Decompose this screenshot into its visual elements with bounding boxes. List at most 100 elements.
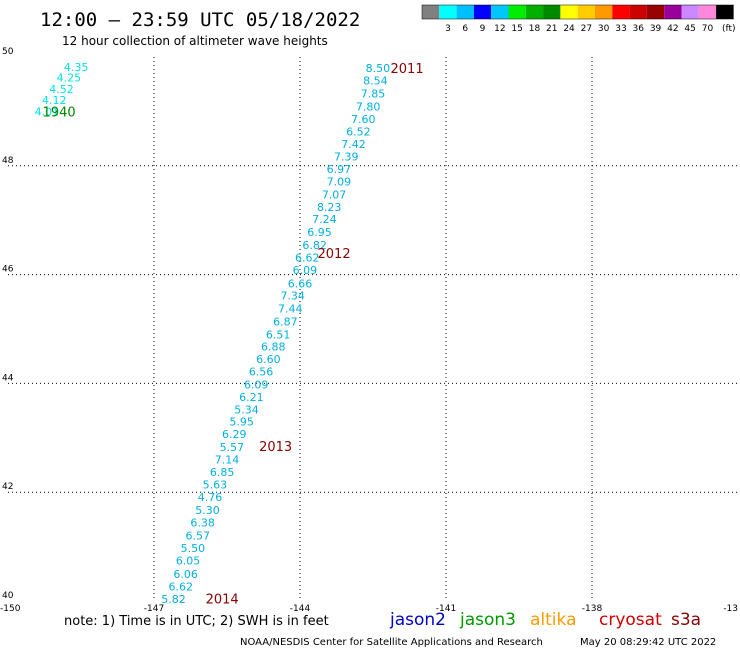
legend-label: 33 [615,24,626,34]
legend-swatch [681,5,699,19]
y-tick-label: 40 [2,591,14,601]
satellite-label-s3a: s3a [671,610,701,630]
data-point-label: 7.09 [327,176,352,189]
legend-swatch [560,5,578,19]
legend-unit: (ft) [722,24,736,34]
data-point-label: 6.56 [249,365,274,378]
data-point-label: 4.35 [64,61,89,74]
legend-label: 9 [480,24,486,34]
data-point-label: 6.21 [239,391,264,404]
data-point-label: 6.95 [307,226,332,239]
data-point-label: 8.23 [317,201,342,214]
satellite-label-jason2: jason2 [389,610,446,630]
y-tick-label: 50 [2,47,14,57]
data-point-label: 6.60 [256,353,281,366]
data-point-label: 7.60 [351,113,376,126]
legend-label: 45 [684,24,695,34]
y-tick-label: 48 [2,156,14,166]
legend-swatch [716,5,734,19]
satellite-label-altika: altika [530,610,577,630]
x-tick-label: -144 [290,604,311,614]
legend-swatch [543,5,561,19]
pass-label: 2011 [391,62,424,77]
chart-title: 12:00 – 23:59 UTC 05/18/2022 [40,9,360,31]
data-point-label: 6.82 [302,239,327,252]
satellite-label-cryosat: cryosat [599,610,662,630]
data-point-label: 6.66 [288,277,313,290]
data-point-label: 5.63 [203,479,228,492]
pass-label: 2013 [259,440,292,455]
legend-swatch [456,5,474,19]
legend-label: 21 [546,24,557,34]
legend-label: 12 [494,24,505,34]
data-point-label: 6.09 [293,264,318,277]
data-point-label: 7.34 [280,289,305,302]
data-point-label: 5.95 [229,415,254,428]
legend-label: 39 [650,24,662,34]
satellite-legend: jason2 jason3 altika cryosat s3a [389,610,701,630]
data-point-label: 6.38 [190,517,215,530]
pass-label: 2012 [318,247,351,262]
data-point-label: 7.24 [312,213,337,226]
legend-label: 36 [633,24,645,34]
data-point-label: 6.87 [273,315,298,328]
legend-swatch [629,5,647,19]
legend-label: 42 [667,24,678,34]
x-tick-label: -138 [582,604,603,614]
data-point-label: 6.62 [295,252,320,265]
satellite-label-jason3: jason3 [459,610,516,630]
data-point-label: 6.88 [261,340,286,353]
data-point-label: 5.50 [181,542,206,555]
legend-swatch [577,5,595,19]
data-point-label: 4.12 [42,94,67,107]
data-point-label: 5.57 [220,441,245,454]
footer-credit: NOAA/NESDIS Center for Satellite Applica… [240,637,543,648]
legend-swatch [664,5,682,19]
data-point-label: 7.14 [215,454,240,467]
x-tick-label: -13 [723,604,738,614]
legend-label: 27 [581,24,592,34]
data-point-label: 6.52 [346,126,371,139]
legend-label: 18 [529,24,541,34]
legend-border [421,4,734,20]
x-tick-label: -147 [144,604,164,614]
data-point-label: 6.62 [169,580,194,593]
data-point-label: 7.42 [341,138,366,151]
data-point-label: 8.50 [366,62,391,75]
data-point-label: 5.82 [161,593,186,606]
color-scale-legend: 3 6 9 12 15 18 21 24 27 30 33 36 39 42 45 70 (ft) [421,4,736,34]
pass-label: 1940 [43,105,76,120]
y-tick-label: 46 [2,265,14,275]
data-point-label: 4.52 [49,83,74,96]
legend-swatch [491,5,509,19]
legend-swatch [508,5,526,19]
legend-swatch [612,5,630,19]
footer-timestamp: May 20 08:29:42 UTC 2022 [580,637,716,648]
data-point-label: 6.05 [176,555,201,568]
legend-swatch [595,5,613,19]
legend-label: 15 [511,24,522,34]
data-point-label: 6.29 [222,428,247,441]
legend-swatch [439,5,457,19]
y-tick-label: 44 [2,373,14,383]
data-point-label: 7.07 [322,189,347,202]
data-point-label: 6.09 [244,378,269,391]
data-point-label: 7.80 [356,101,381,114]
legend-label: 3 [445,24,451,34]
data-point-label: 7.39 [334,151,359,164]
x-tick-label: -150 [0,604,21,614]
footer-note: note: 1) Time is in UTC; 2) SWH is in fe… [64,614,329,629]
data-point-label: 8.54 [363,74,388,87]
legend-swatch [646,5,665,19]
legend-swatch [525,5,544,19]
data-point-label: 6.06 [173,568,198,581]
chart-subtitle: 12 hour collection of altimeter wave hei… [62,34,328,48]
legend-label: 70 [702,24,714,34]
data-point-label: 7.44 [278,302,303,315]
pass-label: 2014 [206,592,239,607]
legend-label: 6 [462,24,468,34]
legend-swatch [422,5,440,19]
legend-swatch [473,5,492,19]
